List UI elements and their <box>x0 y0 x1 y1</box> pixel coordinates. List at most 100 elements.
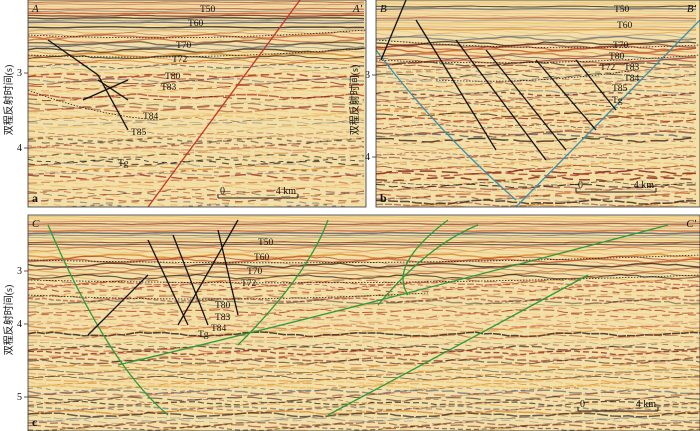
reflector <box>376 0 697 4</box>
reflector <box>28 331 700 338</box>
reflector <box>28 336 700 342</box>
reflector <box>376 67 697 75</box>
reflector <box>28 363 700 370</box>
reflector <box>28 56 365 62</box>
reflector <box>376 190 697 196</box>
reflector <box>28 366 700 372</box>
reflector <box>28 52 364 58</box>
panel-image <box>28 0 366 207</box>
reflector <box>28 7 365 11</box>
fault <box>47 224 169 416</box>
horizon-label: T60 <box>617 21 633 31</box>
reflector <box>28 322 700 328</box>
reflector <box>28 310 700 317</box>
horizon-label: T80 <box>165 72 181 82</box>
horizon-label: T70 <box>176 41 192 51</box>
reflector <box>376 162 697 168</box>
reflector <box>28 95 365 102</box>
horizon-label: T72 <box>172 55 188 65</box>
horizon-label: T50 <box>258 238 274 248</box>
panel-image <box>376 0 700 207</box>
reflector <box>28 23 365 27</box>
reflector <box>376 136 697 144</box>
scale-bar-end-label: 4 km <box>636 399 657 410</box>
reflector <box>28 403 700 409</box>
reflector <box>28 188 365 194</box>
reflector <box>376 66 697 72</box>
reflector <box>376 93 697 100</box>
horizon-label: T80 <box>609 52 625 62</box>
reflector <box>28 238 700 242</box>
horizon-label: T50 <box>200 5 216 15</box>
depth-tick-label: 3 <box>17 68 22 79</box>
reflector <box>28 146 365 153</box>
reflector <box>376 181 697 186</box>
reflector <box>28 12 365 15</box>
reflector <box>28 395 700 402</box>
reflector <box>28 139 365 146</box>
reflector <box>376 155 697 161</box>
reflector <box>376 103 697 109</box>
reflector <box>28 375 700 381</box>
reflector <box>28 246 700 252</box>
reflector <box>28 167 365 173</box>
reflector <box>376 3 696 6</box>
section-start: A <box>31 3 39 15</box>
reflector <box>376 45 697 51</box>
reflector <box>376 199 697 205</box>
reflector <box>28 160 365 166</box>
reflector <box>376 84 696 90</box>
fault <box>515 19 700 207</box>
reflector <box>28 98 365 104</box>
fault <box>376 49 517 201</box>
panel-label: b <box>380 191 387 205</box>
reflector <box>376 176 697 183</box>
reflector <box>28 36 365 42</box>
reflector <box>28 334 700 340</box>
panel-background <box>376 0 700 207</box>
fault <box>47 39 129 131</box>
reflector <box>28 264 700 271</box>
fault <box>147 0 301 207</box>
horizon-line <box>28 254 700 264</box>
reflector <box>376 123 697 129</box>
reflector <box>28 123 365 130</box>
reflector <box>28 33 365 40</box>
horizon-line <box>28 89 159 121</box>
y-axis-label: 双程反射时间(s) <box>2 65 15 136</box>
reflector <box>28 21 365 24</box>
scale-bar-end-label: 4 km <box>634 180 655 191</box>
reflector <box>28 231 700 235</box>
fault <box>402 219 449 296</box>
horizon-label: T72 <box>600 63 616 73</box>
depth-tick-label: 3 <box>17 266 22 277</box>
reflector <box>399 204 696 207</box>
reflector <box>28 269 700 276</box>
reflector <box>28 28 364 31</box>
reflector <box>28 59 365 65</box>
reflector <box>376 23 697 27</box>
reflector <box>28 42 365 49</box>
reflector <box>28 229 700 233</box>
reflector <box>28 419 700 425</box>
fault <box>377 224 479 306</box>
reflector <box>28 38 365 44</box>
reflector <box>376 72 697 79</box>
horizon-label: T84 <box>624 74 640 84</box>
reflector <box>28 91 365 97</box>
panel-border <box>375 0 700 208</box>
reflector <box>28 136 365 143</box>
reflector <box>28 185 365 191</box>
reflector <box>28 77 365 83</box>
reflector <box>28 276 700 282</box>
reflector <box>376 35 697 42</box>
reflector <box>28 299 700 305</box>
reflector <box>28 389 700 395</box>
reflector <box>28 5 365 8</box>
reflector <box>28 324 700 331</box>
fault <box>82 79 129 101</box>
horizon-label: T83 <box>624 63 640 73</box>
reflector <box>28 158 365 164</box>
fault <box>172 234 209 326</box>
